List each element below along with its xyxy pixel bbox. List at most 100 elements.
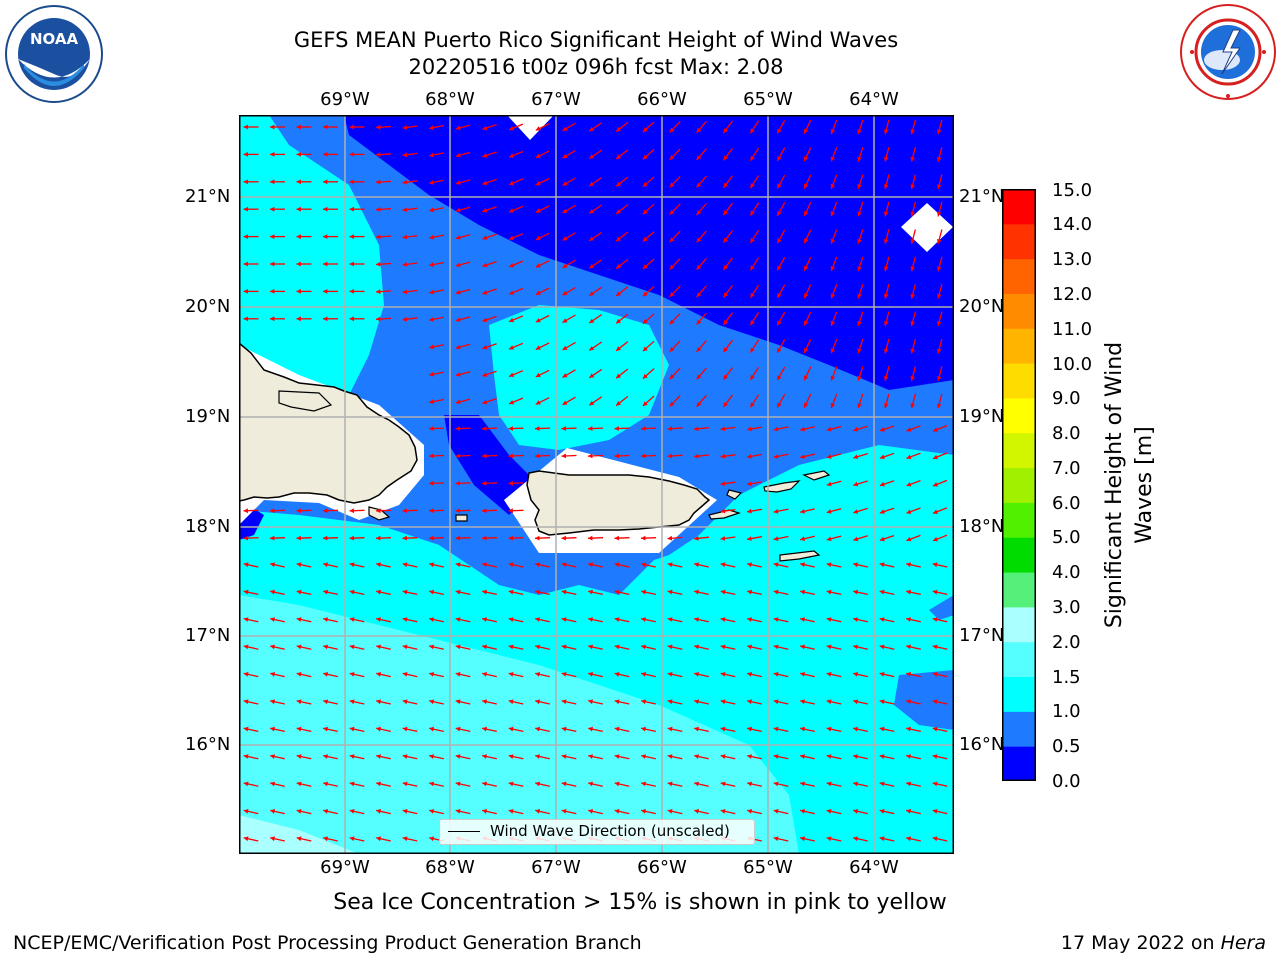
wave-direction-arrowhead bbox=[376, 809, 381, 814]
wave-direction-arrowhead bbox=[750, 347, 755, 353]
wave-direction-arrowhead bbox=[243, 234, 248, 239]
wave-direction-arrowhead bbox=[535, 263, 541, 268]
wave-direction-arrowhead bbox=[720, 699, 726, 705]
wave-direction-arrowhead bbox=[906, 427, 912, 432]
wave-direction-arrowhead bbox=[323, 836, 328, 842]
wave-direction-arrowhead bbox=[906, 836, 911, 842]
wave-direction-arrowhead bbox=[270, 508, 275, 514]
wave-direction-arrowhead bbox=[696, 347, 702, 352]
wave-direction-arrowhead bbox=[932, 754, 938, 759]
wave-direction-arrowhead bbox=[323, 644, 328, 650]
colorbar-tick: 13.0 bbox=[1052, 249, 1093, 270]
wave-direction-arrowhead bbox=[694, 589, 699, 595]
wave-direction-arrowhead bbox=[535, 290, 541, 295]
wave-direction-arrowhead bbox=[616, 291, 621, 296]
wave-direction-arrowhead bbox=[614, 672, 620, 677]
wave-direction-arrowhead bbox=[932, 644, 938, 650]
wave-band-1-1.5-central bbox=[489, 305, 669, 450]
wave-direction-arrowhead bbox=[777, 402, 782, 408]
wave-direction-arrowhead bbox=[588, 644, 593, 650]
wave-direction-arrowhead bbox=[243, 316, 248, 322]
wave-direction-arrowhead bbox=[323, 535, 328, 541]
land-culebra bbox=[726, 489, 743, 500]
wave-direction-arrowhead bbox=[800, 672, 805, 677]
lon-label-top: 65°W bbox=[743, 89, 793, 110]
map-gridlines bbox=[239, 115, 954, 854]
wave-direction-arrowhead bbox=[376, 508, 381, 514]
wave-direction-arrowhead bbox=[879, 672, 885, 677]
wave-direction-arrowhead bbox=[777, 238, 782, 244]
wave-direction-arrowhead bbox=[376, 535, 381, 541]
wave-direction-arrowhead bbox=[588, 535, 593, 541]
wave-direction-arrowhead bbox=[429, 152, 434, 158]
wave-direction-arrowhead bbox=[270, 809, 275, 814]
wave-direction-arrowhead bbox=[694, 453, 699, 459]
wave-direction-arrowhead bbox=[747, 562, 752, 568]
wave-direction-arrowhead bbox=[535, 345, 541, 350]
wave-direction-arrowhead bbox=[614, 754, 620, 759]
wave-direction-arrowhead bbox=[349, 124, 354, 130]
wave-direction-arrowhead bbox=[589, 346, 595, 351]
wave-direction-arrowhead bbox=[535, 809, 540, 814]
wave-direction-arrowhead bbox=[883, 129, 889, 135]
wave-direction-arrowhead bbox=[879, 589, 885, 595]
wave-direction-arrowhead bbox=[804, 402, 809, 408]
wave-direction-arrowhead bbox=[614, 589, 620, 595]
wave-direction-arrowhead bbox=[641, 754, 646, 759]
legend-label: Wind Wave Direction (unscaled) bbox=[490, 822, 730, 840]
wave-direction-arrowhead bbox=[455, 289, 461, 295]
wave-direction-arrowhead bbox=[402, 125, 408, 130]
wave-direction-arrowhead bbox=[588, 781, 593, 787]
wave-direction-arrowhead bbox=[323, 508, 328, 514]
wave-direction-arrowhead bbox=[642, 236, 648, 242]
wave-direction-arrowhead bbox=[669, 319, 675, 325]
wave-direction-arrowhead bbox=[694, 617, 699, 622]
wave-direction-arrowhead bbox=[562, 400, 568, 405]
wave-direction-arrowhead bbox=[455, 125, 461, 131]
footer-machine: Hera bbox=[1220, 932, 1266, 954]
wave-direction-arrowhead bbox=[296, 289, 301, 294]
wave-direction-arrowhead bbox=[910, 239, 915, 244]
wave-direction-arrowhead bbox=[508, 644, 514, 650]
wave-direction-arrowhead bbox=[936, 376, 942, 381]
wave-direction-arrowhead bbox=[777, 293, 782, 298]
wave-direction-arrowhead bbox=[669, 291, 675, 297]
wave-direction-arrowhead bbox=[747, 644, 752, 650]
wave-direction-arrowhead bbox=[826, 836, 832, 842]
wave-direction-arrowhead bbox=[349, 644, 355, 650]
wave-direction-arrowhead bbox=[830, 238, 836, 244]
wave-direction-arrowhead bbox=[561, 426, 566, 431]
wave-direction-arrowhead bbox=[270, 644, 275, 650]
wave-direction-arrowhead bbox=[482, 809, 487, 814]
lat-label-left: 19°N bbox=[185, 406, 231, 427]
wave-direction-arrowhead bbox=[429, 699, 434, 705]
wave-direction-arrowhead bbox=[804, 211, 809, 216]
wave-direction-arrowhead bbox=[482, 207, 488, 213]
wave-direction-arrowhead bbox=[800, 589, 805, 595]
wave-direction-arrowhead bbox=[535, 589, 540, 595]
wave-direction-arrowhead bbox=[747, 754, 752, 759]
wave-direction-arrowhead bbox=[455, 317, 461, 322]
wave-direction-arrowhead bbox=[455, 453, 460, 459]
wave-direction-arrowhead bbox=[720, 426, 726, 432]
wave-direction-arrowhead bbox=[669, 401, 675, 407]
wave-direction-arrowhead bbox=[535, 726, 540, 732]
wave-direction-arrowhead bbox=[296, 562, 302, 568]
wave-direction-arrowhead bbox=[723, 374, 729, 380]
wave-direction-arrowhead bbox=[696, 182, 702, 188]
wave-direction-arrowhead bbox=[910, 156, 915, 162]
wave-direction-arrowhead bbox=[932, 781, 938, 787]
wave-direction-arrowhead bbox=[879, 536, 885, 542]
wave-direction-arrowhead bbox=[614, 809, 620, 814]
wave-direction-arrowhead bbox=[879, 699, 885, 705]
wave-direction-arrowhead bbox=[826, 781, 832, 787]
wave-direction-arrowhead bbox=[669, 346, 675, 352]
colorbar-band bbox=[1002, 223, 1036, 260]
wave-direction-arrowhead bbox=[773, 809, 779, 814]
wave-direction-arrows bbox=[243, 119, 948, 842]
wave-direction-arrowhead bbox=[669, 209, 675, 215]
wave-direction-arrowhead bbox=[747, 481, 752, 487]
wave-direction-arrowhead bbox=[669, 264, 675, 270]
lat-label-right: 20°N bbox=[959, 296, 1005, 317]
wave-direction-arrowhead bbox=[243, 809, 249, 814]
